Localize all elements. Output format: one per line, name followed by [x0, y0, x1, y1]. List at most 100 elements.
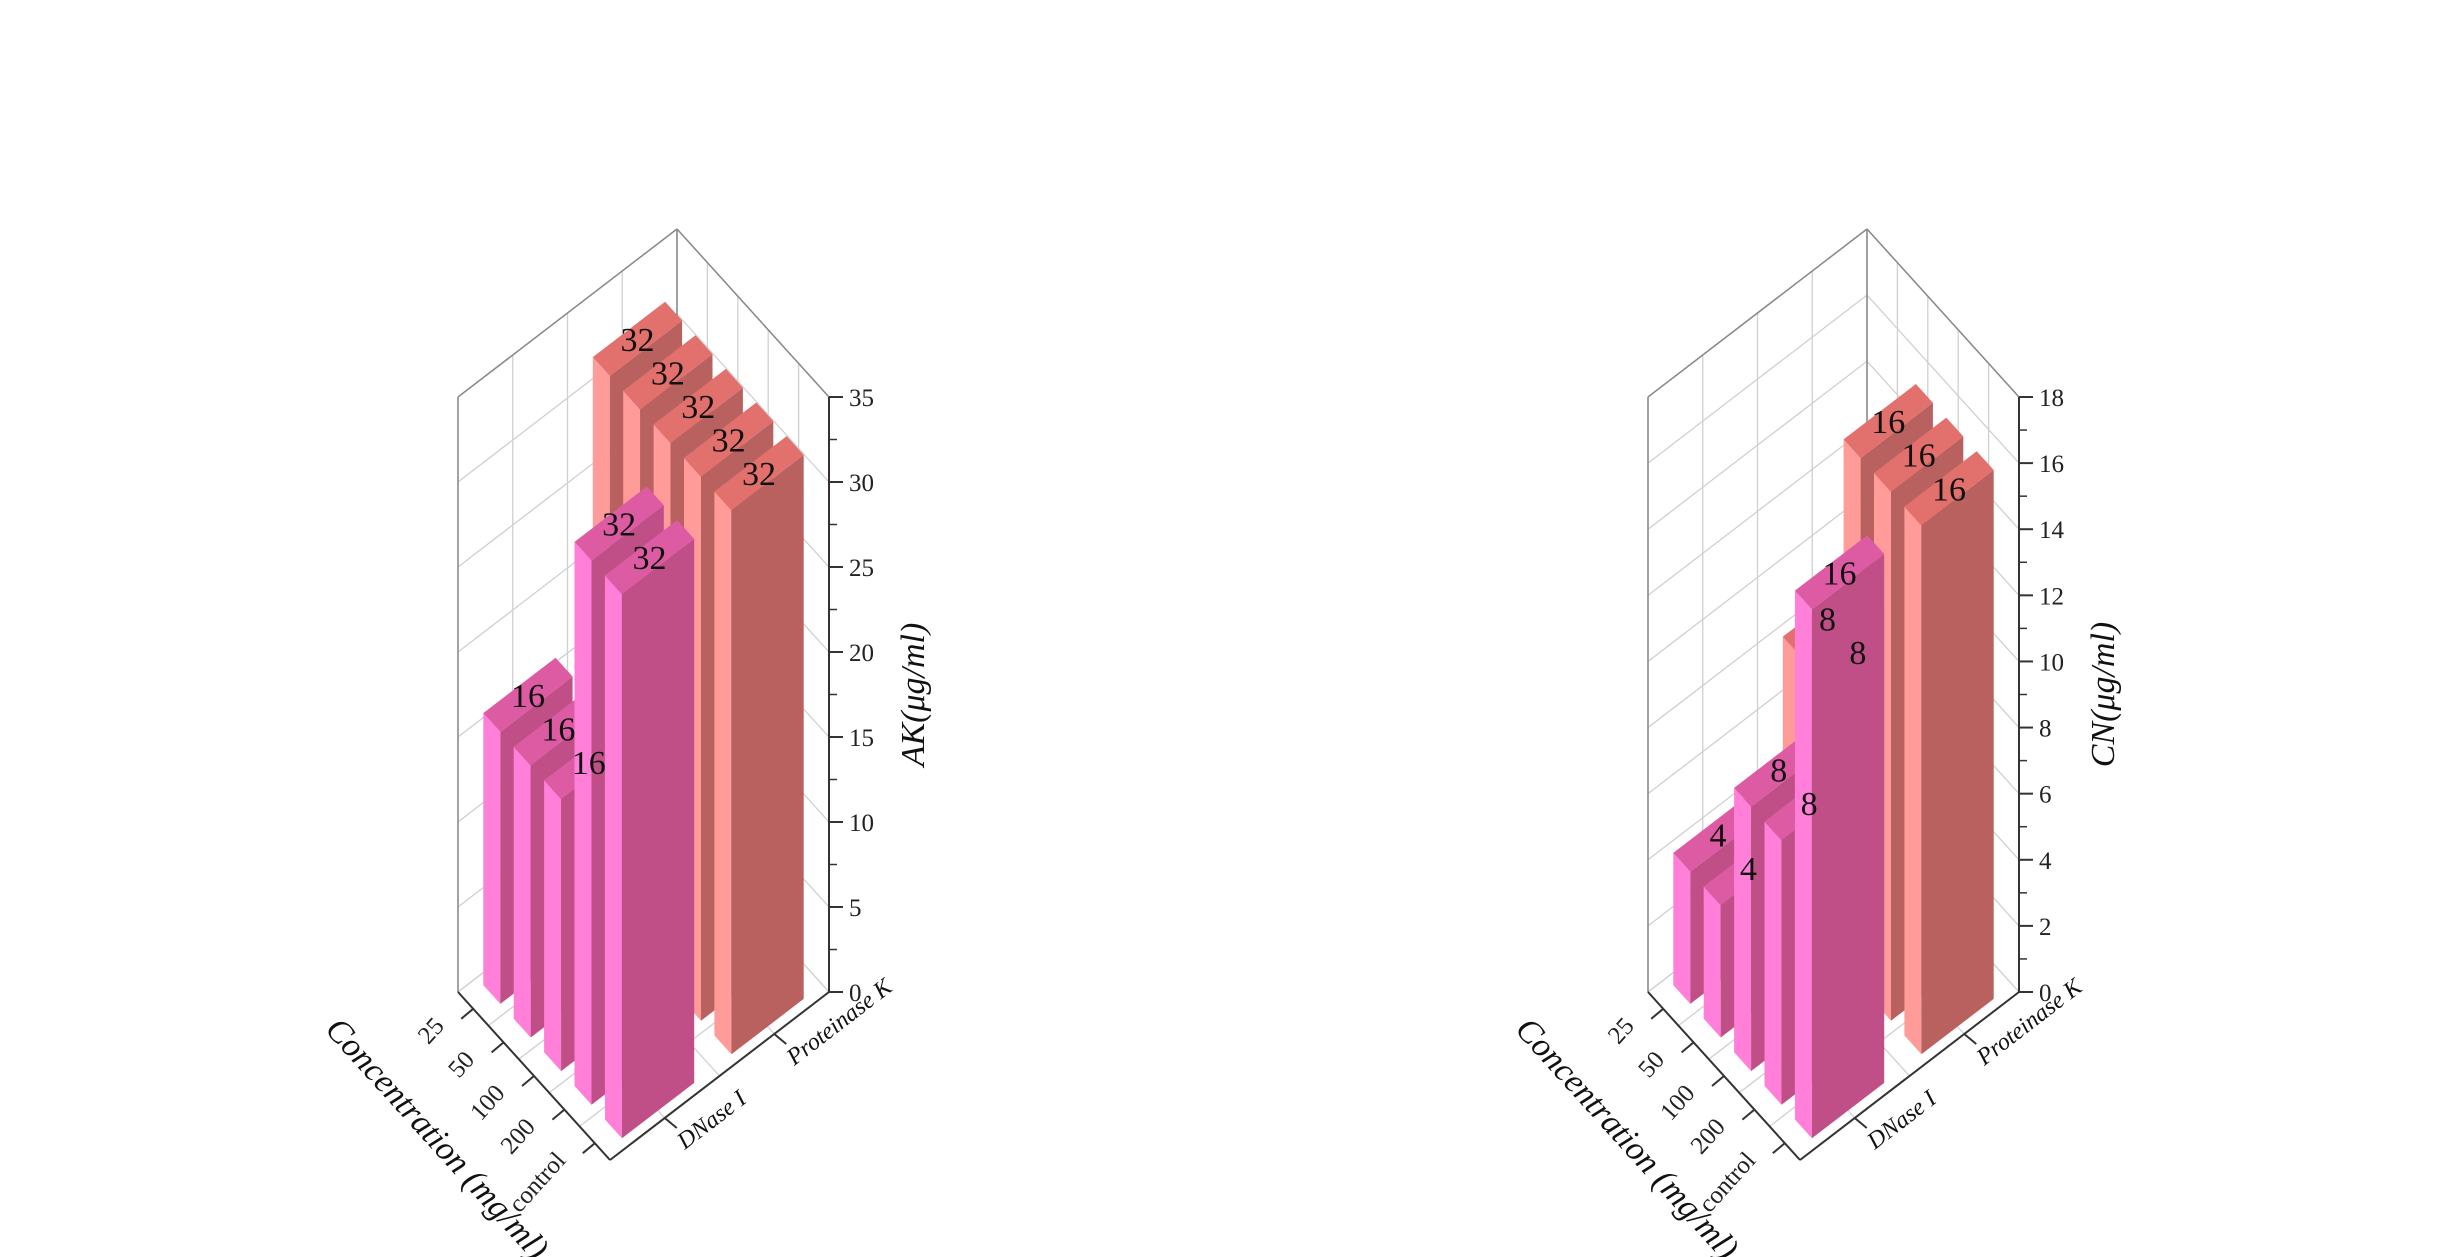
x-tick-label: 200 — [496, 1114, 541, 1160]
bar-front-face — [1794, 590, 1812, 1139]
bar-value-label: 32 — [651, 355, 685, 392]
bar-proteinase-control — [714, 436, 804, 1055]
bar-value-label: 32 — [620, 322, 654, 359]
bar-top-face — [1874, 417, 1964, 492]
x-tick-label: 100 — [1655, 1080, 1700, 1126]
x-tick-label: 25 — [1603, 1013, 1640, 1050]
bar-top-face — [1843, 384, 1933, 459]
bar-front-face — [604, 575, 622, 1139]
x-tick — [521, 1075, 535, 1087]
bar-value-label: 16 — [572, 745, 606, 782]
bar-front-face — [574, 541, 592, 1105]
bar-value-label: 16 — [1823, 555, 1857, 592]
bar-value-label: 32 — [712, 423, 746, 460]
z-tick-label: 35 — [849, 385, 874, 412]
bar-dnase-control — [1794, 535, 1885, 1139]
z-tick-label: 8 — [2039, 716, 2052, 743]
x-tick — [1772, 1142, 1786, 1154]
bar-side-face — [1811, 554, 1885, 1139]
bar-top-face — [684, 402, 774, 477]
gridline — [1866, 294, 2020, 464]
z-tick-label: 10 — [2039, 649, 2064, 676]
box-edge — [1866, 228, 2020, 398]
bar-value-label: 32 — [681, 389, 715, 426]
bar-top-face — [483, 657, 573, 732]
x-tick-label: 100 — [465, 1080, 510, 1126]
z-tick-label: 4 — [2039, 848, 2052, 875]
y-tick-label: DNase I — [1862, 1085, 1942, 1155]
bar-front-face — [1904, 506, 1922, 1055]
y-tick — [773, 1033, 787, 1045]
z-tick-label: 5 — [849, 895, 862, 922]
z-tick-label: 20 — [849, 640, 874, 667]
y-tick — [664, 1117, 678, 1129]
z-tick-label: 30 — [849, 470, 874, 497]
bar-side-face — [1921, 470, 1994, 1055]
bars — [1673, 384, 1994, 1139]
x-tick — [551, 1108, 566, 1121]
y-axis-line — [609, 991, 830, 1161]
z-tick-label: 12 — [2039, 583, 2064, 610]
z-tick-label: 16 — [2039, 451, 2064, 478]
bar-top-face — [592, 301, 683, 376]
z-tick-label: 6 — [2039, 782, 2052, 809]
chart-cn: 024681012141618CN(μg/ml)control200100502… — [1508, 228, 2122, 1257]
gridline — [676, 313, 830, 483]
bar-front-face — [544, 780, 562, 1072]
bar-front-face — [1673, 852, 1691, 1004]
y-tick — [1963, 1033, 1977, 1045]
bar-top-face — [714, 436, 804, 511]
z-axis-title: AK(μg/ml) — [895, 623, 932, 769]
bar-front-face — [1734, 787, 1752, 1072]
bar-front-face — [1703, 886, 1721, 1038]
x-tick — [1650, 1008, 1664, 1020]
box-edge — [1647, 228, 1868, 398]
bars — [483, 301, 804, 1139]
bar-top-face — [574, 486, 664, 561]
bar-value-label: 16 — [1932, 471, 1966, 508]
x-tick — [490, 1041, 505, 1054]
bar-value-label: 16 — [1871, 404, 1905, 441]
z-tick-label: 15 — [849, 725, 874, 752]
x-tick-label: 25 — [413, 1013, 450, 1050]
z-tick-label: 25 — [849, 555, 874, 582]
z-tick-label: 18 — [2039, 385, 2064, 412]
bar-side-face — [731, 454, 804, 1055]
x-tick — [1680, 1041, 1695, 1054]
z-tick-label: 10 — [849, 810, 874, 837]
bar-proteinase-control — [1904, 451, 1994, 1055]
x-tick-label: 50 — [443, 1046, 480, 1083]
bar-dnase-control — [604, 520, 695, 1139]
bar-top-face — [1794, 535, 1885, 610]
x-tick — [582, 1142, 596, 1154]
bar-value-label: 4 — [1709, 818, 1726, 855]
x-tick-label: 50 — [1633, 1046, 1670, 1083]
bar-top-face — [623, 335, 713, 410]
x-tick-label: 200 — [1686, 1114, 1731, 1160]
z-tick-label: 2 — [2039, 914, 2052, 941]
bar-value-label: 32 — [742, 456, 776, 493]
z-tick-label: 0 — [2039, 980, 2052, 1007]
y-axis-line — [1799, 991, 2020, 1161]
z-tick-label: 14 — [2039, 517, 2065, 544]
bar-top-face — [604, 520, 695, 595]
bar-value-label: 16 — [541, 711, 575, 748]
chart-ak: 05101520253035AK(μg/ml)control2001005025… — [318, 228, 932, 1257]
bar-value-label: 32 — [602, 507, 636, 544]
bar-front-face — [483, 713, 501, 1004]
box-edge — [457, 228, 678, 398]
bar-value-label: 8 — [1819, 601, 1836, 638]
bar-value-label: 32 — [633, 540, 667, 577]
x-tick — [1711, 1075, 1725, 1087]
bar-front-face — [714, 491, 732, 1055]
x-tick — [1741, 1108, 1756, 1121]
bar-value-label: 8 — [1849, 635, 1866, 672]
box-edge — [676, 228, 830, 398]
bar-front-face — [513, 746, 531, 1038]
bar-value-label: 16 — [1902, 438, 1936, 475]
bar-front-face — [1764, 821, 1782, 1105]
bar-top-face — [653, 368, 743, 444]
